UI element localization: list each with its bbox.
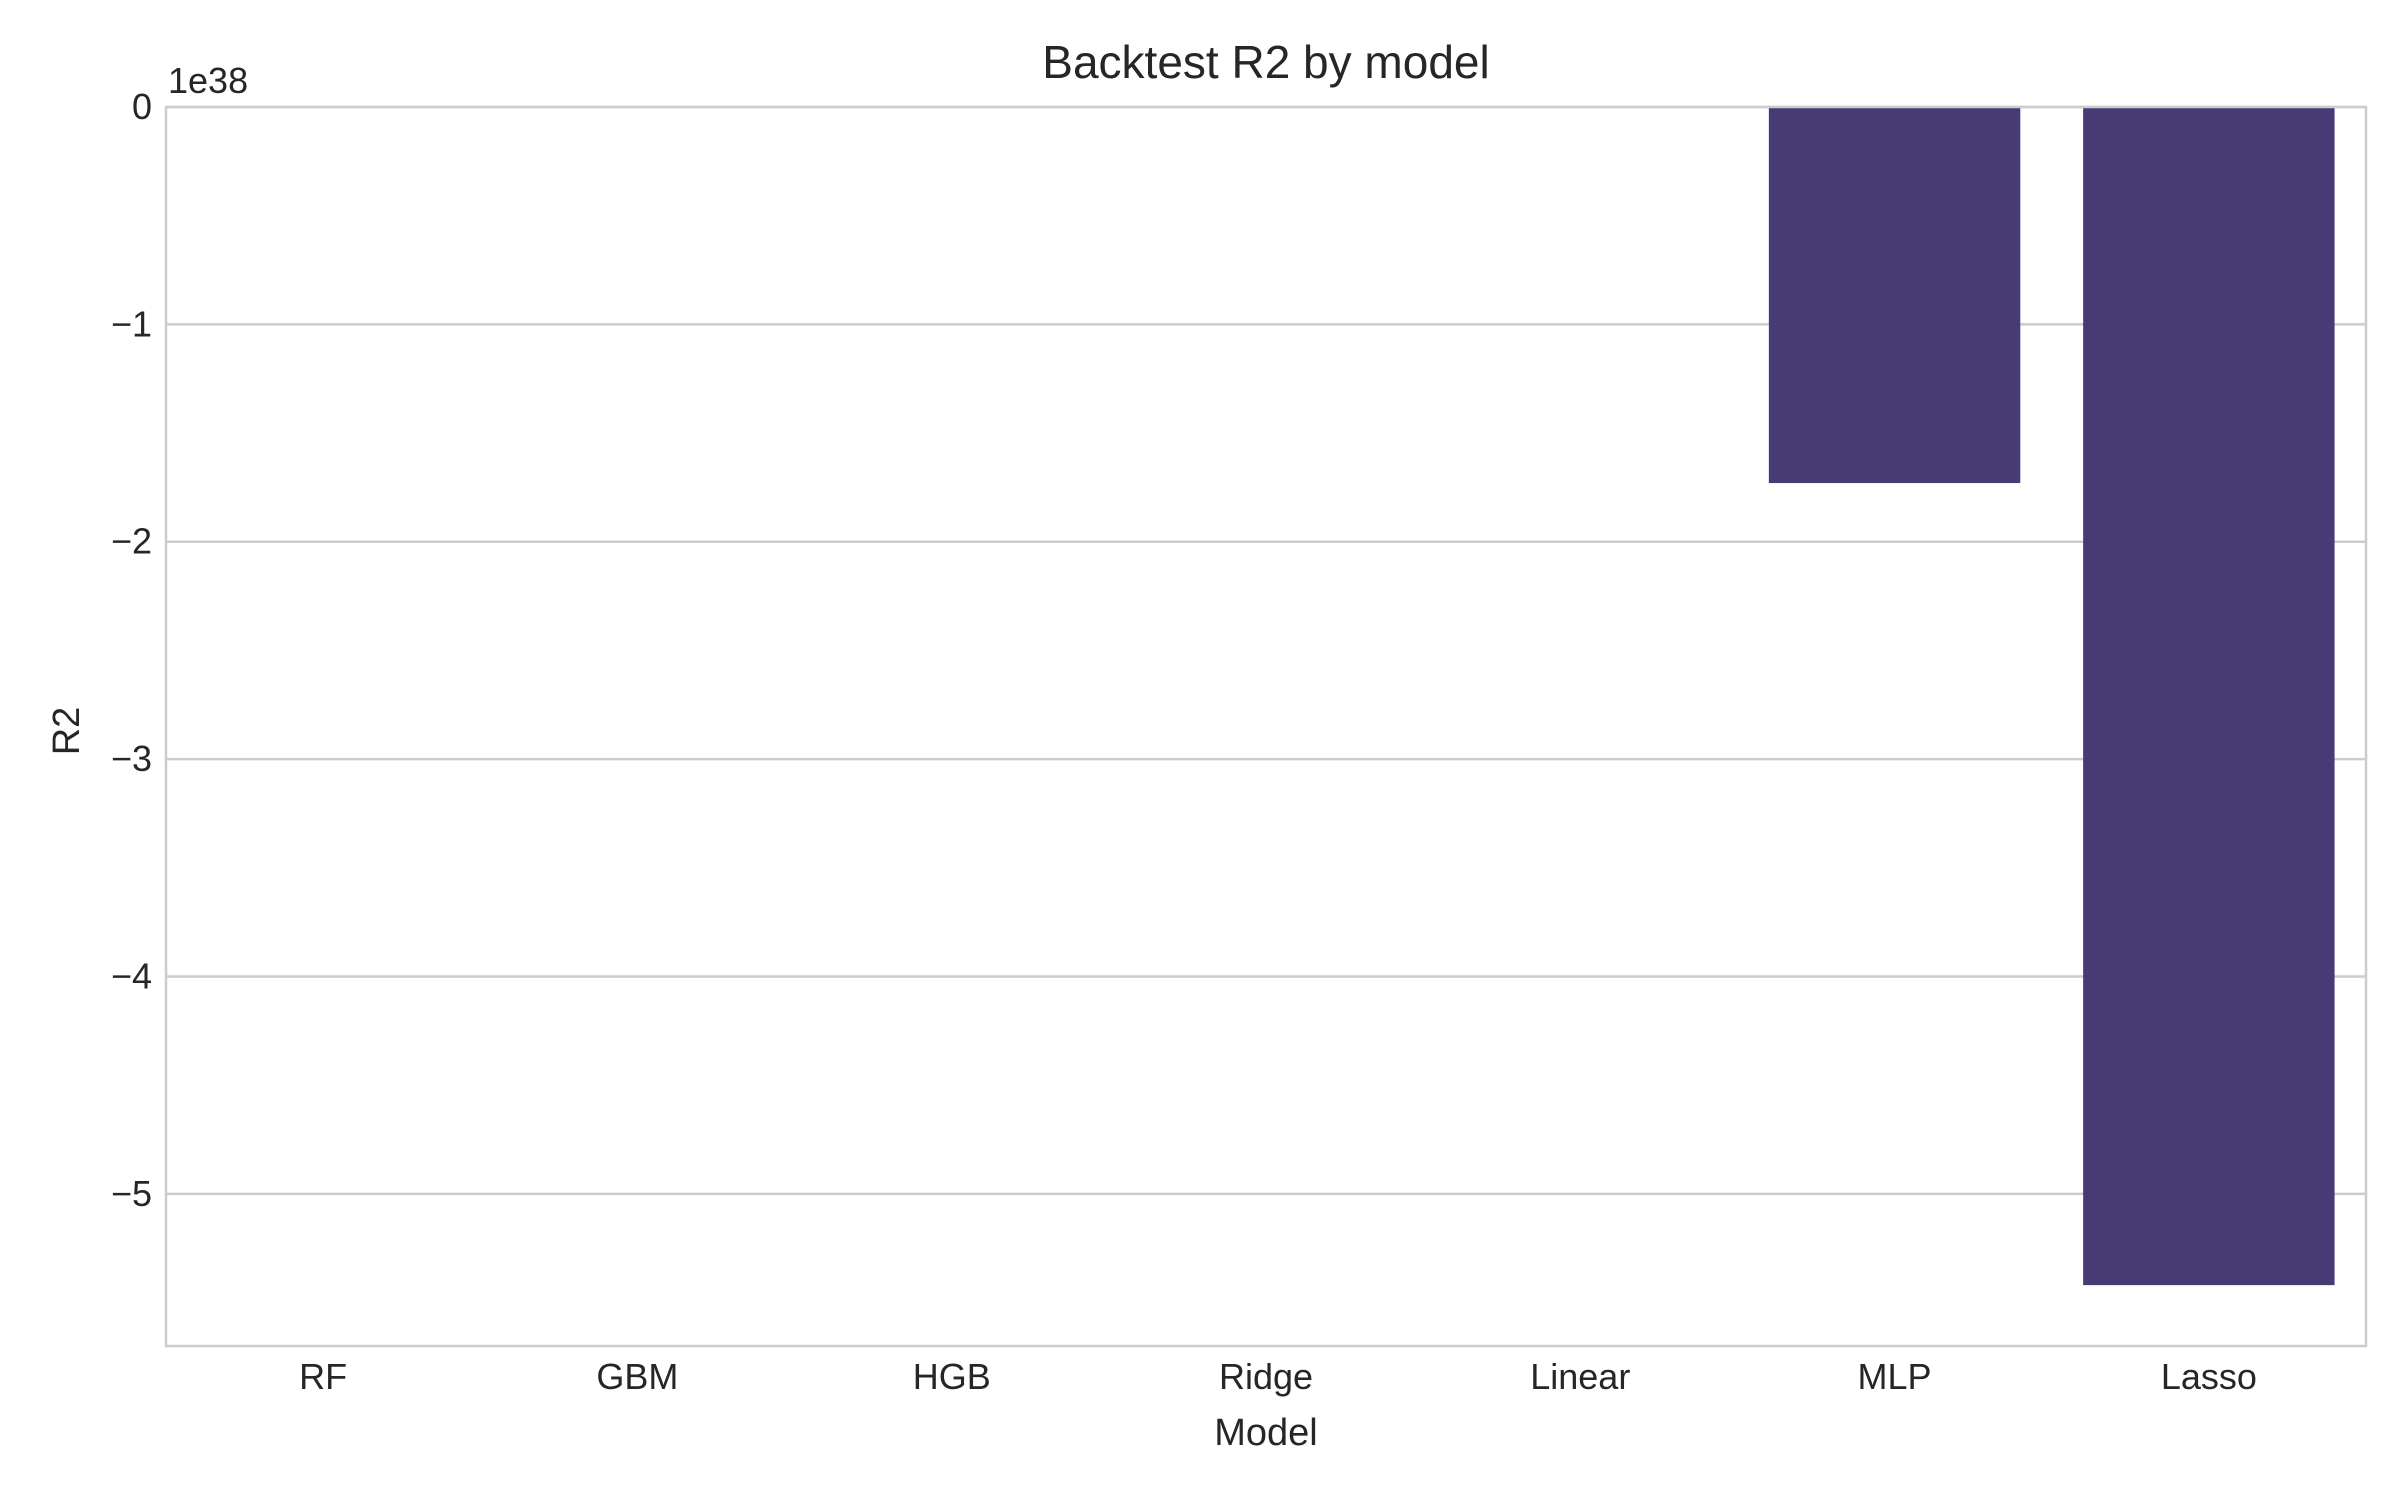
x-tick-label: Linear: [1530, 1356, 1630, 1397]
bar-mlp: [1768, 107, 2021, 484]
y-tick-label: −5: [111, 1173, 152, 1214]
x-tick-label: Lasso: [2161, 1356, 2257, 1397]
y-tick-label: −3: [111, 738, 152, 779]
x-tick-label: MLP: [1858, 1356, 1932, 1397]
y-tick-label: −2: [111, 521, 152, 562]
x-tick-label: GBM: [596, 1356, 678, 1397]
x-tick-labels: RF GBM HGB Ridge Linear MLP Lasso: [299, 1356, 2257, 1397]
plot-frame: [164, 105, 2368, 1348]
y-tick-label: 0: [132, 86, 152, 127]
y-tick-label: −1: [111, 303, 152, 344]
bars: [1768, 107, 2335, 1286]
y-axis-label: R2: [46, 707, 88, 756]
chart-title: Backtest R2 by model: [1042, 36, 1489, 88]
bar-lasso: [2083, 107, 2335, 1286]
y-tick-label: −4: [111, 955, 152, 996]
x-tick-label: HGB: [913, 1356, 991, 1397]
y-tick-labels: 0 −1 −2 −3 −4 −5: [111, 86, 152, 1214]
x-tick-label: RF: [299, 1356, 347, 1397]
y-offset-label: 1e38: [168, 60, 248, 101]
x-axis-label: Model: [1214, 1412, 1318, 1454]
x-tick-label: Ridge: [1219, 1356, 1313, 1397]
